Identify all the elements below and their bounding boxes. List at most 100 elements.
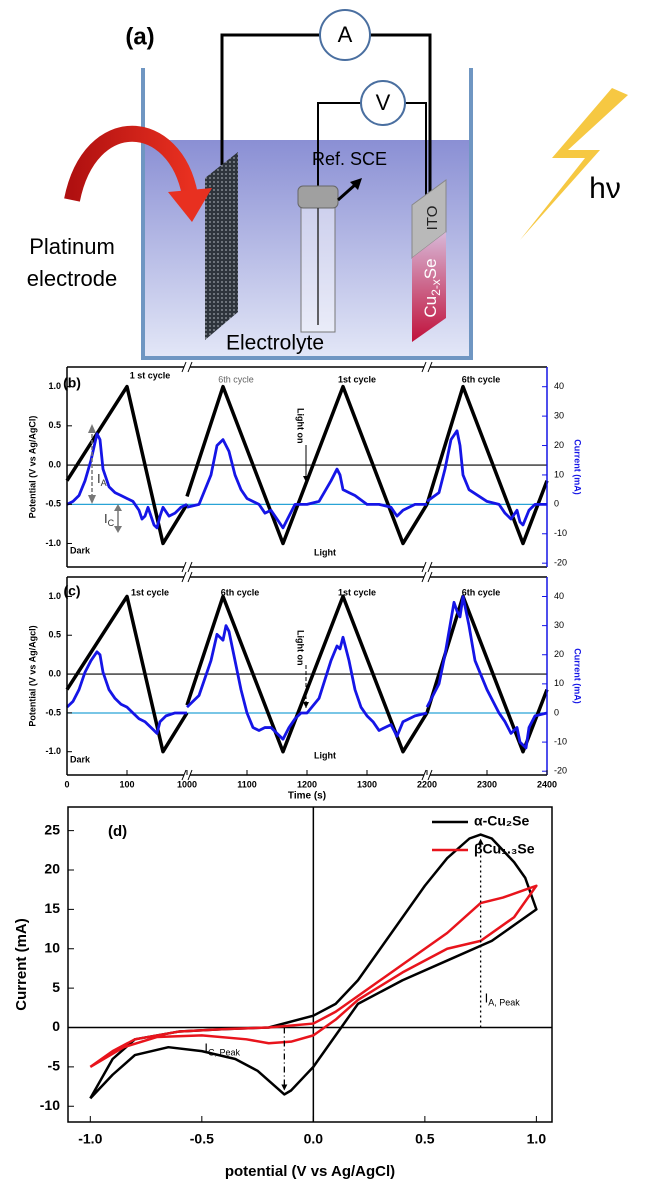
peak-label-subscript: C, Peak [208, 1048, 241, 1058]
axis-break [421, 561, 427, 573]
y-tick-label: -5 [48, 1058, 61, 1074]
peak-label: IC, Peak [204, 1041, 240, 1058]
y2-tick-label: 40 [554, 591, 564, 601]
y-axis-title: Potential (V vs Ag/AgCl) [27, 416, 37, 519]
sample-subscript: 2-x [429, 279, 443, 296]
current-label: IA [97, 471, 107, 488]
x-tick-label: 1.0 [527, 1131, 547, 1147]
light-on-arrow-head [303, 702, 309, 708]
ammeter-label: A [338, 22, 353, 47]
lightning [520, 88, 628, 240]
y-tick-label: 20 [44, 861, 60, 877]
y-tick-label: 25 [44, 821, 60, 837]
peak-label-symbol: I [204, 1041, 208, 1056]
axis-break-gap [184, 564, 190, 570]
chart-panel: -1.0 -0.5 0.0 0.5 1.0 -20 -10 0 10 20 30 40 0 100 1000… [27, 571, 583, 802]
annotation: 1 st cycle [130, 370, 171, 380]
peak-label-subscript: A, Peak [488, 998, 520, 1008]
ammeter [319, 9, 371, 61]
y-tick-label: 15 [44, 900, 60, 916]
current-label: IC [104, 511, 115, 528]
voltmeter [360, 80, 406, 126]
axis-break-gap [424, 574, 430, 580]
axis-break [427, 769, 433, 781]
y2-tick-label: -10 [554, 736, 567, 746]
current-label-subscript: A [101, 478, 107, 488]
annotation: Light [314, 547, 336, 557]
wire [317, 102, 361, 188]
axis-break [187, 769, 193, 781]
annotation: Dark [70, 545, 91, 555]
axis-break [427, 571, 433, 583]
y-tick-label: 1.0 [48, 381, 61, 391]
annotation: 6th cycle [218, 374, 254, 384]
y2-axis-title: Current (mA) [573, 648, 583, 704]
y2-tick-label: -10 [554, 528, 567, 538]
y2-tick-label: 30 [554, 620, 564, 630]
electrolyte-label: Electrolyte [226, 332, 324, 355]
panel-label: (a) [125, 23, 154, 50]
current-arrow-head [114, 504, 122, 511]
peak-label-symbol: I [485, 991, 489, 1006]
axis-break [181, 571, 187, 583]
axis-break [421, 769, 427, 781]
y-tick-label: -1.0 [45, 538, 61, 548]
current-arrow-head [88, 424, 96, 433]
x-tick-label: 1100 [237, 779, 257, 789]
annotation: 1st cycle [338, 374, 376, 384]
axis-break [427, 561, 433, 573]
electrode-label: electrode [27, 266, 118, 291]
y2-tick-label: 30 [554, 410, 564, 420]
annotation: (c) [63, 583, 80, 599]
x-tick-label: 100 [119, 779, 134, 789]
curved-arrow [64, 125, 198, 202]
light-label: hν [589, 172, 621, 205]
peak-marker-head [477, 838, 484, 845]
y-tick-label: 1.0 [48, 591, 61, 601]
sample-label: Cu2-xSe [421, 258, 443, 317]
y-tick-label: 0 [52, 1018, 60, 1034]
y-tick-label: 5 [52, 979, 60, 995]
wire [405, 102, 427, 195]
wire [370, 33, 432, 195]
annotation: 6th cycle [221, 587, 260, 597]
y2-tick-label: 0 [554, 499, 559, 509]
axis-break-gap [424, 364, 430, 370]
current-arrow-head [114, 526, 122, 533]
x-axis-title: Time (s) [288, 791, 326, 802]
axis-break [427, 361, 433, 373]
y2-tick-label: 10 [554, 678, 564, 688]
annotation: 1st cycle [131, 587, 169, 597]
sample-tail: Se [421, 258, 440, 279]
axis-break [421, 361, 427, 373]
y2-tick-label: 0 [554, 707, 559, 717]
y2-axis-title: Current (mA) [573, 439, 583, 495]
sce-cap [297, 185, 339, 209]
plot-frame [67, 806, 553, 1123]
axis-break-gap [184, 574, 190, 580]
annotation: 1st cycle [338, 587, 376, 597]
data-line [89, 833, 538, 1100]
y-tick-label: 0.0 [48, 459, 61, 469]
x-tick-label: 2300 [477, 779, 497, 789]
peak-label: IA, Peak [485, 991, 521, 1008]
sample-base: Cu [421, 296, 440, 318]
y-tick-label: -0.5 [45, 707, 61, 717]
annotation: 6th cycle [462, 587, 501, 597]
legend-label: βCu₁.₃Se [474, 841, 535, 857]
x-tick-label: 1300 [357, 779, 377, 789]
axis-break [421, 571, 427, 583]
annotation: Dark [70, 754, 91, 764]
y2-tick-label: -20 [554, 558, 567, 568]
annotation: Light on [296, 630, 306, 666]
axis-break-gap [184, 364, 190, 370]
y2-tick-label: 10 [554, 469, 564, 479]
x-tick-label: 0.5 [415, 1131, 435, 1147]
axis-break [187, 561, 193, 573]
light-on-arrow-head [303, 476, 309, 482]
pointer-arrow [337, 182, 357, 202]
x-axis-title: potential (V vs Ag/AgCl) [225, 1163, 395, 1180]
y2-tick-label: 20 [554, 440, 564, 450]
axis-break [187, 571, 193, 583]
